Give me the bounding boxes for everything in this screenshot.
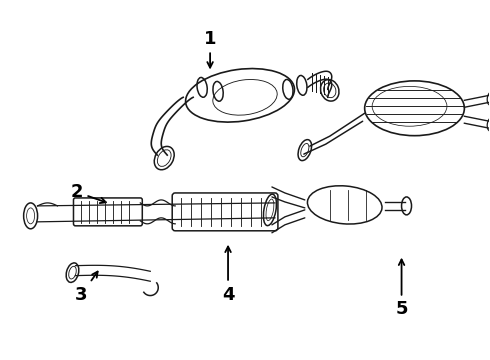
Text: 1: 1 [204,30,217,68]
Text: 5: 5 [395,260,408,319]
Text: 4: 4 [222,247,234,303]
Text: 2: 2 [70,183,106,203]
Text: 3: 3 [75,271,98,303]
